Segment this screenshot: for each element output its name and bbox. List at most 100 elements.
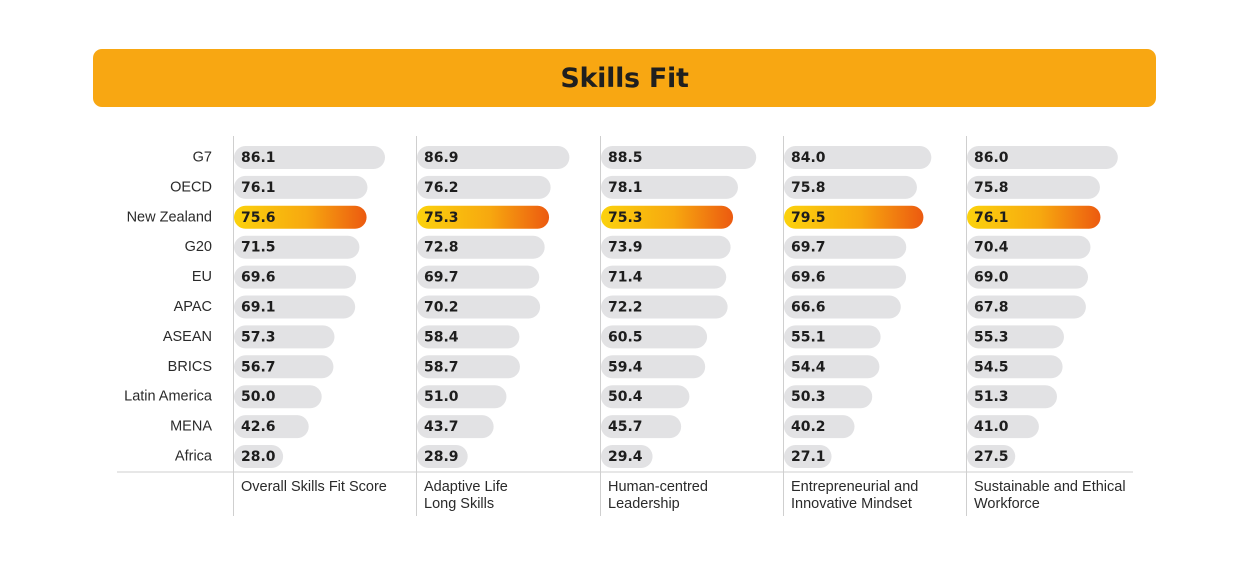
value-label-adaptive-life-long-skills-latin-america: 51.0 [424,389,459,405]
value-label-adaptive-life-long-skills-asean: 58.4 [424,329,459,345]
row-label-apac: APAC [174,299,212,315]
bar-overall-skills-fit-score-g20 [234,235,360,259]
value-label-sustainable-and-ethical-workforce-africa: 27.5 [974,449,1009,465]
bar-sustainable-and-ethical-workforce-new-zealand [967,205,1101,229]
row-label-mena: MENA [170,419,212,435]
value-label-adaptive-life-long-skills-g20: 72.8 [424,240,459,256]
bar-sustainable-and-ethical-workforce-g7 [967,146,1118,169]
value-label-human-centred-leadership-mena: 45.7 [608,419,643,435]
bar-entrepreneurial-and-innovative-mindset-latin-america [784,385,873,409]
bar-entrepreneurial-and-innovative-mindset-apac [784,295,901,319]
value-label-adaptive-life-long-skills-mena: 43.7 [424,419,459,435]
row-label-oecd: OECD [170,179,212,195]
value-label-entrepreneurial-and-innovative-mindset-oecd: 75.8 [791,180,826,196]
bar-sustainable-and-ethical-workforce-apac [967,295,1086,319]
bar-sustainable-and-ethical-workforce-eu [967,265,1089,289]
value-label-human-centred-leadership-g20: 73.9 [608,240,643,256]
bar-overall-skills-fit-score-new-zealand [234,205,367,229]
bar-human-centred-leadership-new-zealand [601,205,734,229]
bar-adaptive-life-long-skills-new-zealand [417,205,550,229]
value-label-overall-skills-fit-score-g7: 86.1 [241,150,276,166]
value-label-adaptive-life-long-skills-oecd: 76.2 [424,180,459,196]
value-label-human-centred-leadership-new-zealand: 75.3 [608,210,643,226]
row-label-g20: G20 [185,239,212,255]
value-label-sustainable-and-ethical-workforce-brics: 54.5 [974,359,1009,375]
value-label-adaptive-life-long-skills-africa: 28.9 [424,449,459,465]
bar-human-centred-leadership-asean [601,325,708,349]
column-label-entrepreneurial-and-innovative-mindset: Entrepreneurial and Innovative Mindset [791,479,918,512]
bar-overall-skills-fit-score-brics [234,355,334,379]
value-label-overall-skills-fit-score-brics: 56.7 [241,359,276,375]
value-label-overall-skills-fit-score-apac: 69.1 [241,300,276,316]
column-label-adaptive-life-long-skills: Adaptive Life Long Skills [424,479,508,512]
title-banner: Skills Fit [93,49,1156,107]
bar-adaptive-life-long-skills-eu [417,265,540,289]
value-label-adaptive-life-long-skills-new-zealand: 75.3 [424,210,459,226]
bar-adaptive-life-long-skills-brics [417,355,520,379]
bar-entrepreneurial-and-innovative-mindset-brics [784,355,880,379]
bar-human-centred-leadership-oecd [601,175,738,199]
bar-entrepreneurial-and-innovative-mindset-oecd [784,175,917,199]
bar-adaptive-life-long-skills-asean [417,325,520,349]
bar-human-centred-leadership-g7 [601,146,757,169]
bar-overall-skills-fit-score-mena [234,415,309,439]
value-label-sustainable-and-ethical-workforce-g20: 70.4 [974,240,1009,256]
bar-entrepreneurial-and-innovative-mindset-africa [784,445,832,468]
value-label-sustainable-and-ethical-workforce-oecd: 75.8 [974,180,1009,196]
value-label-human-centred-leadership-eu: 71.4 [608,270,643,286]
bar-entrepreneurial-and-innovative-mindset-g7 [784,146,932,169]
value-label-adaptive-life-long-skills-eu: 69.7 [424,270,459,286]
value-label-adaptive-life-long-skills-brics: 58.7 [424,359,459,375]
column-label-sustainable-and-ethical-workforce: Sustainable and Ethical Workforce [974,479,1126,512]
value-label-entrepreneurial-and-innovative-mindset-asean: 55.1 [791,329,826,345]
value-label-overall-skills-fit-score-new-zealand: 75.6 [241,210,276,226]
bar-sustainable-and-ethical-workforce-oecd [967,175,1100,199]
row-label-g7: G7 [193,150,212,166]
bar-adaptive-life-long-skills-latin-america [417,385,507,409]
value-label-entrepreneurial-and-innovative-mindset-brics: 54.4 [791,359,826,375]
column-label-human-centred-leadership: Human-centred Leadership [608,479,708,512]
value-label-human-centred-leadership-g7: 88.5 [608,150,643,166]
bar-overall-skills-fit-score-g7 [234,146,385,169]
value-label-entrepreneurial-and-innovative-mindset-g7: 84.0 [791,150,826,166]
bar-entrepreneurial-and-innovative-mindset-eu [784,265,907,289]
value-label-sustainable-and-ethical-workforce-eu: 69.0 [974,270,1009,286]
value-label-overall-skills-fit-score-latin-america: 50.0 [241,389,276,405]
value-label-entrepreneurial-and-innovative-mindset-mena: 40.2 [791,419,826,435]
value-label-human-centred-leadership-apac: 72.2 [608,300,643,316]
bar-entrepreneurial-and-innovative-mindset-asean [784,325,881,349]
row-label-asean: ASEAN [163,329,212,345]
value-label-entrepreneurial-and-innovative-mindset-latin-america: 50.3 [791,389,826,405]
bar-sustainable-and-ethical-workforce-mena [967,415,1039,439]
bar-human-centred-leadership-brics [601,355,706,379]
bar-overall-skills-fit-score-asean [234,325,335,349]
row-label-africa: Africa [175,449,213,465]
bar-adaptive-life-long-skills-g7 [417,146,570,169]
value-label-human-centred-leadership-latin-america: 50.4 [608,389,643,405]
value-label-sustainable-and-ethical-workforce-asean: 55.3 [974,329,1009,345]
value-label-overall-skills-fit-score-africa: 28.0 [241,449,276,465]
bar-adaptive-life-long-skills-oecd [417,175,551,199]
value-label-adaptive-life-long-skills-apac: 70.2 [424,300,459,316]
bar-adaptive-life-long-skills-africa [417,445,468,468]
row-label-brics: BRICS [168,359,212,375]
bar-overall-skills-fit-score-apac [234,295,356,319]
column-label-overall-skills-fit-score: Overall Skills Fit Score [241,479,387,495]
bar-overall-skills-fit-score-eu [234,265,357,289]
value-label-overall-skills-fit-score-g20: 71.5 [241,240,276,256]
bar-adaptive-life-long-skills-mena [417,415,494,439]
value-label-overall-skills-fit-score-eu: 69.6 [241,270,276,286]
value-label-entrepreneurial-and-innovative-mindset-eu: 69.6 [791,270,826,286]
bar-entrepreneurial-and-innovative-mindset-mena [784,415,855,439]
bar-human-centred-leadership-g20 [601,235,731,259]
value-label-entrepreneurial-and-innovative-mindset-g20: 69.7 [791,240,826,256]
bar-overall-skills-fit-score-africa [234,445,284,468]
bar-sustainable-and-ethical-workforce-brics [967,355,1063,379]
bar-entrepreneurial-and-innovative-mindset-new-zealand [784,205,924,229]
row-label-latin-america: Latin America [124,389,213,405]
value-label-sustainable-and-ethical-workforce-g7: 86.0 [974,150,1009,166]
value-label-entrepreneurial-and-innovative-mindset-new-zealand: 79.5 [791,210,826,226]
value-label-human-centred-leadership-asean: 60.5 [608,329,643,345]
